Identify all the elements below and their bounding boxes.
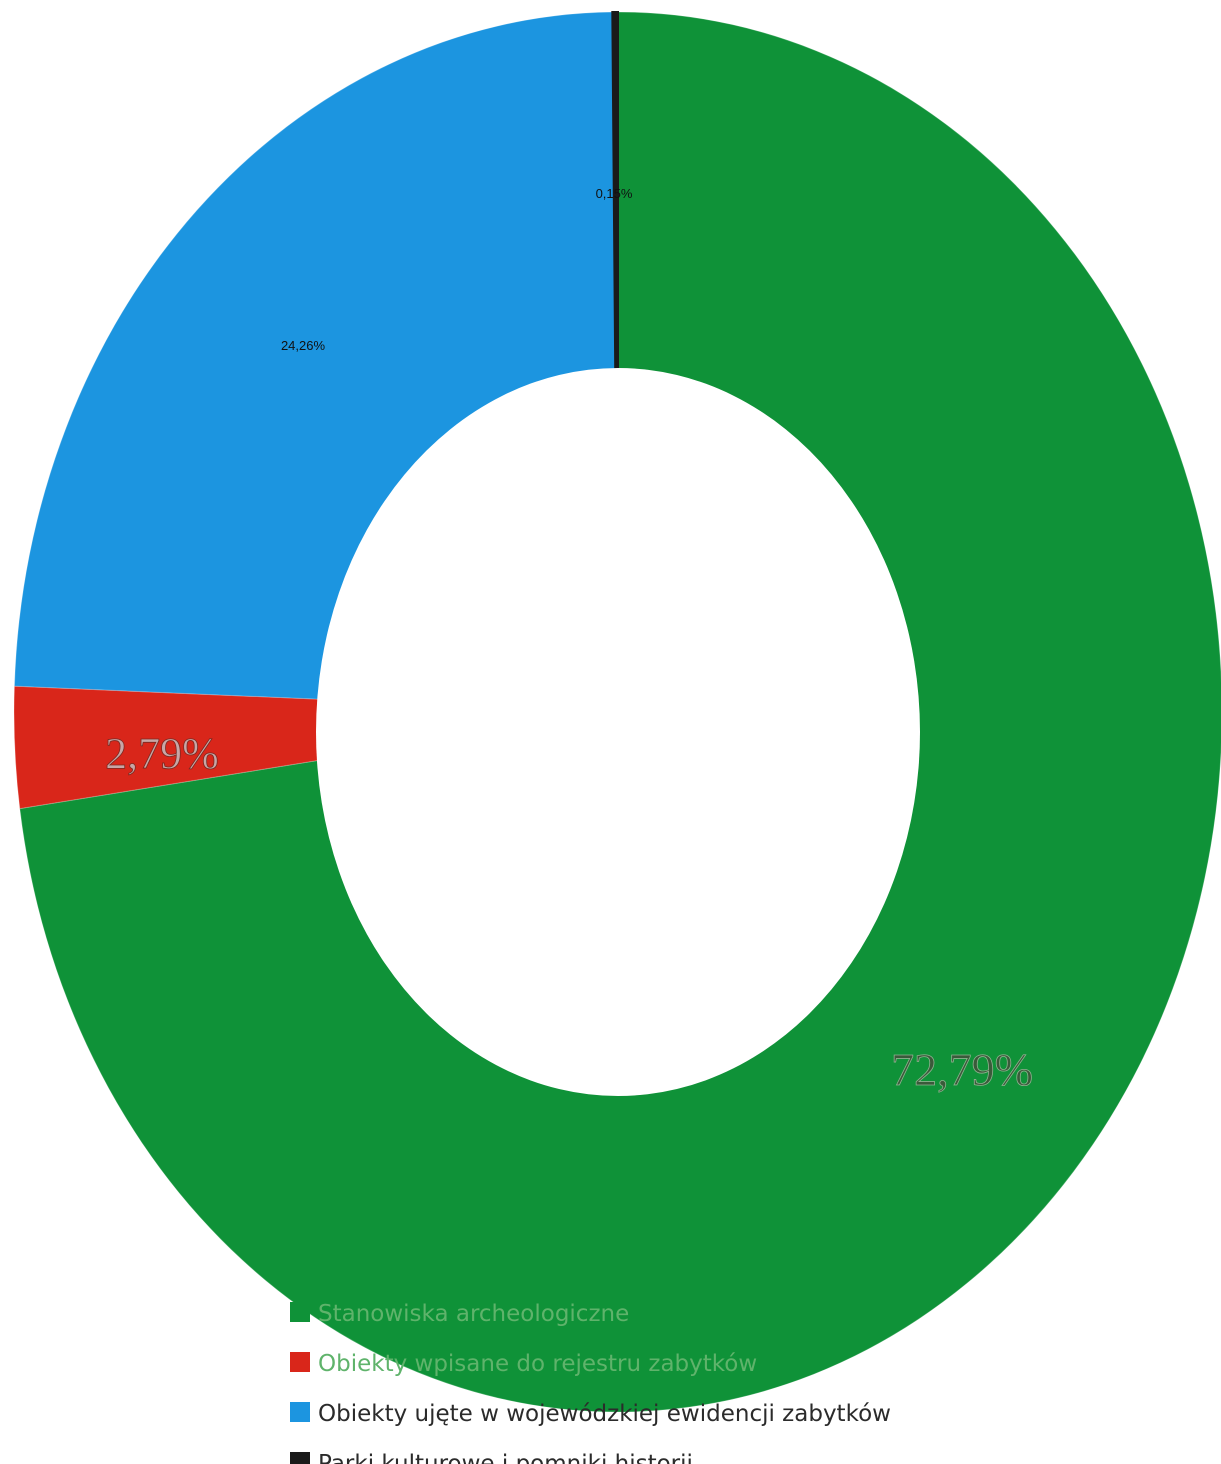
slice-label-3: 24,26%: [281, 338, 326, 353]
legend-swatch-2: [290, 1352, 310, 1372]
donut-hole: [316, 368, 920, 1096]
legend-label-2: Obiekty wpisane do rejestru zabytków: [318, 1351, 757, 1377]
chart-legend: Stanowiska archeologiczne Obiekty wpisane…: [290, 1301, 891, 1464]
legend-label-4: Parki kulturowe i pomniki historii: [318, 1451, 693, 1464]
legend-label-3: Obiekty ujęte w wojewódzkiej ewidencji z…: [318, 1401, 891, 1427]
legend-label-1: Stanowiska archeologiczne: [318, 1301, 629, 1327]
donut-hole-group: [316, 368, 920, 1096]
slice-label-2: 2,79%: [105, 729, 219, 778]
slice-label-4: 0,15%: [596, 186, 633, 201]
legend-swatch-1: [290, 1302, 310, 1322]
slice-labels: 72,79% 2,79% 24,26% 0,15%: [105, 186, 1034, 1095]
legend-swatch-3: [290, 1402, 310, 1422]
legend-swatch-4: [290, 1452, 310, 1464]
slice-label-1: 72,79%: [891, 1044, 1033, 1095]
